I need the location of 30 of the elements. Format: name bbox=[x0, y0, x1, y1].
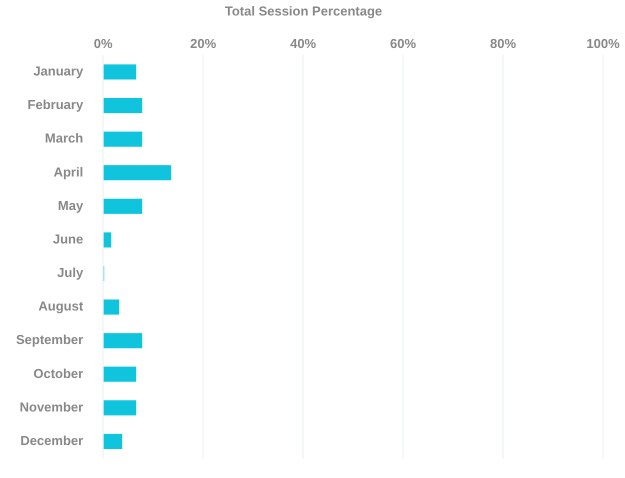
x-tick-label: 80% bbox=[490, 36, 516, 51]
y-tick-label: July bbox=[57, 265, 84, 280]
x-tick-label: 100% bbox=[586, 36, 620, 51]
x-tick-label: 40% bbox=[290, 36, 317, 51]
bar bbox=[104, 198, 142, 214]
y-tick-label: June bbox=[52, 231, 84, 246]
y-tick-label: May bbox=[58, 198, 84, 213]
chart-title: Total Session Percentage bbox=[224, 3, 382, 18]
y-tick-label: August bbox=[38, 298, 84, 314]
bar bbox=[104, 366, 136, 382]
x-tick-label: 20% bbox=[190, 36, 217, 51]
x-tick-label: 60% bbox=[390, 36, 417, 51]
y-tick-label: February bbox=[28, 97, 84, 112]
bar bbox=[104, 333, 142, 348]
bar bbox=[104, 400, 136, 416]
y-tick-label: September bbox=[16, 332, 84, 348]
y-tick-label: November bbox=[20, 399, 84, 414]
y-tick-label: March bbox=[44, 130, 84, 146]
bar bbox=[104, 232, 112, 248]
bar bbox=[104, 64, 136, 80]
bar bbox=[104, 98, 142, 114]
y-tick-label: April bbox=[54, 164, 84, 180]
bar bbox=[104, 434, 122, 449]
bar bbox=[104, 300, 120, 315]
bar bbox=[104, 165, 172, 180]
y-tick-label: October bbox=[33, 366, 84, 381]
bar bbox=[104, 132, 142, 147]
y-tick-label: January bbox=[33, 64, 84, 79]
x-tick-label: 0% bbox=[94, 36, 114, 51]
y-tick-label: December bbox=[20, 432, 84, 448]
